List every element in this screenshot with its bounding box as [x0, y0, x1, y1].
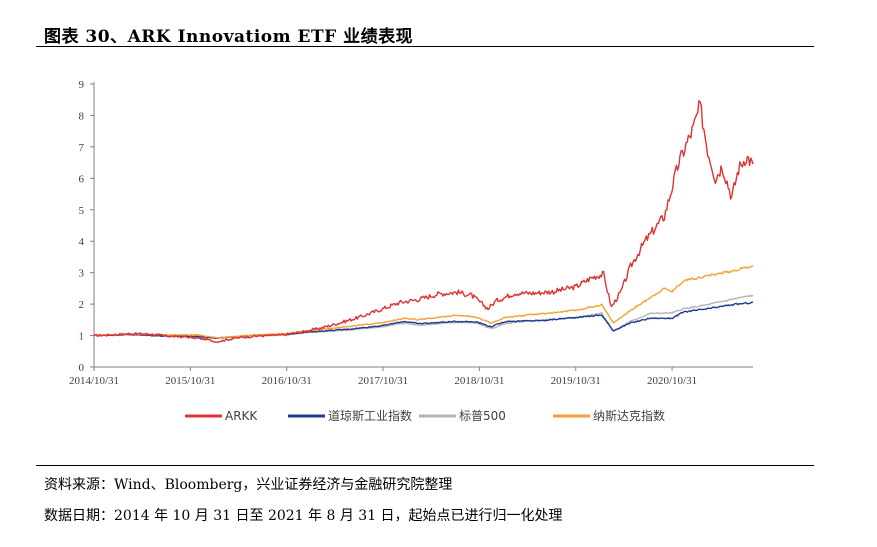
series-line-1 — [93, 301, 754, 339]
x-axis: 2014/10/31 2015/10/31 2016/10/31 2017/10/31… — [69, 366, 753, 387]
x-tick-label: 2017/10/31 — [358, 375, 408, 387]
y-tick-label: 1 — [79, 331, 85, 343]
series-line-3 — [93, 265, 754, 339]
y-tick-label: 5 — [79, 205, 85, 217]
date-note: 数据日期：2014 年 10 月 31 日至 2021 年 8 月 31 日，起… — [44, 508, 563, 524]
legend-label-1: 道琼斯工业指数 — [328, 408, 412, 423]
figure-title: 图表 30、ARK Innovatiom ETF 业绩表现 — [44, 27, 414, 47]
y-axis: 0 1 2 3 4 5 6 7 8 9 — [79, 79, 95, 374]
x-tick-label: 2014/10/31 — [69, 375, 119, 387]
x-tick-label: 2020/10/31 — [647, 375, 697, 387]
y-tick-label: 8 — [79, 110, 85, 122]
y-tick-label: 2 — [79, 299, 85, 311]
y-tick-label: 4 — [79, 236, 85, 248]
source-note: 资料来源：Wind、Bloomberg，兴业证券经济与金融研究院整理 — [44, 477, 453, 493]
y-tick-label: 0 — [79, 362, 85, 374]
y-tick-label: 3 — [79, 268, 85, 280]
footer-divider — [36, 465, 814, 466]
y-tick-label: 7 — [79, 142, 85, 154]
line-chart: 0 1 2 3 4 5 6 7 8 9 2014/10/31 2015/10/31 2016/10/3… — [69, 79, 754, 423]
x-tick-label: 2015/10/31 — [165, 375, 215, 387]
x-tick-label: 2018/10/31 — [454, 375, 504, 387]
x-tick-label: 2019/10/31 — [551, 375, 601, 387]
series-line-2 — [93, 294, 754, 339]
legend-label-0: ARKK — [225, 409, 258, 423]
legend-label-3: 纳斯达克指数 — [593, 408, 665, 423]
x-tick-label: 2016/10/31 — [262, 375, 312, 387]
title-divider — [36, 46, 814, 47]
series-line-0 — [93, 100, 754, 344]
series-layer — [93, 100, 754, 344]
legend-label-2: 标普500 — [459, 409, 506, 423]
chart-legend: ARKK 道琼斯工业指数 标普500 纳斯达克指数 — [185, 408, 665, 423]
y-tick-label: 9 — [79, 79, 85, 91]
y-tick-label: 6 — [79, 173, 85, 185]
